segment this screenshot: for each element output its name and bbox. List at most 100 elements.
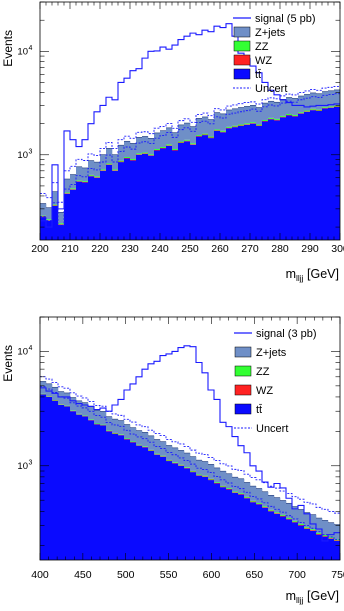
ttbar-bar: [310, 530, 317, 560]
zjets-bar: [274, 497, 281, 513]
zjets-bar: [220, 471, 227, 486]
ttbar-bar: [166, 461, 173, 560]
zjets-bar: [226, 473, 233, 489]
zjets-bar: [148, 138, 155, 155]
zz-bar: [256, 124, 263, 126]
legend-box-swatch: [234, 346, 252, 358]
zz-bar: [112, 432, 119, 434]
ttbar-bar: [64, 193, 71, 240]
zjets-bar: [322, 91, 329, 108]
uncert-band-up: [40, 376, 340, 514]
zjets-bar: [178, 124, 185, 142]
zjets-bar: [136, 430, 143, 445]
signal-line: [40, 23, 340, 240]
ttbar-bar: [262, 121, 269, 240]
zjets-bar: [304, 94, 311, 111]
zz-bar: [286, 114, 293, 115]
zjets-bar: [118, 145, 125, 161]
zjets-bar: [292, 98, 299, 115]
zjets-bar: [250, 105, 257, 123]
wz-bar: [208, 137, 215, 139]
zz-bar: [214, 482, 221, 484]
ttbar-bar: [244, 498, 251, 560]
zjets-bar: [238, 107, 245, 125]
zjets-bar: [148, 435, 155, 450]
ttbar-bar: [310, 110, 317, 240]
ttbar-bar: [94, 424, 101, 560]
ttbar-bar: [196, 475, 203, 560]
wz-bar: [220, 486, 227, 488]
wz-bar: [256, 125, 263, 126]
ttbar-bar: [232, 492, 239, 560]
wz-bar: [262, 507, 269, 508]
legend-entry-label: ZZ: [255, 41, 269, 53]
ttbar-bar: [250, 502, 257, 560]
ttbar-bar: [46, 220, 53, 240]
legend-box-swatch: [233, 68, 251, 80]
x-tick-label: 550: [160, 569, 178, 581]
zz-bar: [190, 470, 197, 472]
wz-bar: [160, 147, 167, 149]
zjets-bar: [112, 154, 119, 170]
zz-bar: [46, 219, 53, 221]
wz-bar: [256, 503, 263, 505]
wz-bar: [106, 164, 113, 165]
zjets-bar: [310, 92, 317, 109]
zjets-bar: [166, 445, 173, 460]
wz-bar: [52, 205, 59, 206]
wz-bar: [142, 153, 149, 154]
zz-bar: [214, 129, 221, 131]
ttbar-bar: [148, 155, 155, 240]
x-tick-label: 400: [31, 569, 49, 581]
ttbar-bar: [178, 142, 185, 240]
zz-bar: [64, 192, 71, 194]
zjets-bar: [328, 90, 335, 107]
x-tick-label: 500: [117, 569, 135, 581]
zjets-bar: [244, 106, 251, 124]
zz-bar: [328, 537, 335, 539]
wz-bar: [232, 492, 239, 493]
ttbar-bar: [268, 511, 275, 560]
zjets-bar: [100, 411, 107, 425]
zz-bar: [226, 488, 233, 489]
ttbar-bar: [214, 483, 221, 560]
ttbar-bar: [292, 116, 299, 240]
ttbar-bar: [100, 170, 107, 240]
ttbar-bar: [220, 487, 227, 560]
zz-bar: [70, 410, 77, 411]
zz-bar: [298, 112, 305, 114]
zz-bar: [220, 485, 227, 487]
zz-bar: [94, 423, 101, 425]
plot-area: [40, 23, 340, 240]
ttbar-bar: [220, 132, 227, 240]
zz-bar: [136, 153, 143, 155]
y-tick-label: 10: [17, 150, 28, 161]
zz-bar: [196, 135, 203, 137]
zjets-bar: [274, 102, 281, 119]
ttbar-bar: [262, 507, 269, 560]
legend-box-swatch: [233, 26, 251, 38]
x-tick-label: 750: [331, 569, 344, 581]
ttbar-bar: [304, 111, 311, 240]
y-tick-exponent: 3: [29, 148, 33, 155]
zz-bar: [58, 223, 65, 225]
ttbar-bar: [244, 124, 251, 240]
zz-bar: [130, 159, 137, 161]
zz-bar: [268, 509, 275, 511]
zz-bar: [82, 415, 89, 417]
ttbar-bar: [250, 123, 257, 240]
zz-bar: [322, 107, 329, 109]
ttbar-bar: [136, 154, 143, 240]
zjets-bar: [58, 212, 65, 224]
zz-bar: [244, 496, 251, 498]
wz-bar: [118, 161, 125, 163]
zz-bar: [166, 459, 173, 461]
zjets-bar: [322, 520, 329, 536]
zjets-bar: [214, 112, 221, 130]
legend-entry-label: Uncert: [255, 83, 287, 95]
x-tick-label: 250: [181, 243, 199, 255]
zjets-bar: [190, 126, 197, 144]
zz-bar: [160, 147, 167, 148]
legend-entry-label: Z+jets: [255, 27, 286, 39]
wz-bar: [178, 142, 185, 143]
